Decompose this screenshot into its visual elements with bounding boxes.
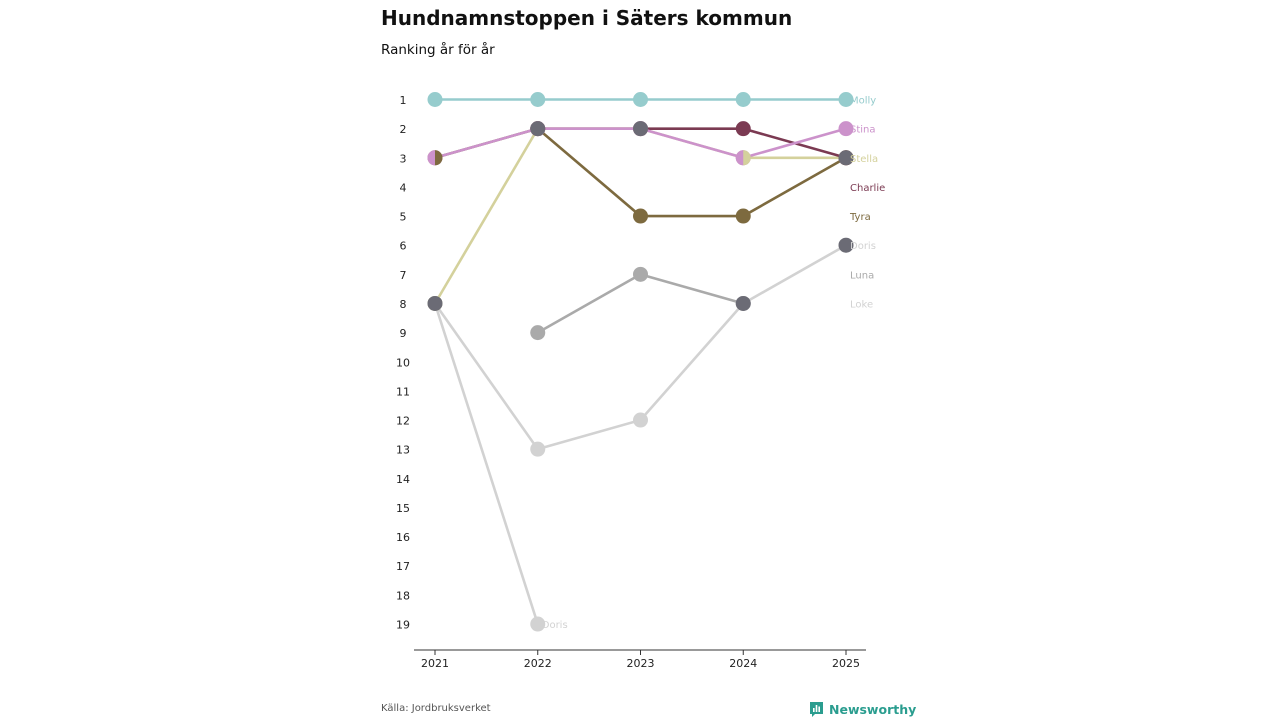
- marker-molly-2023: [633, 92, 648, 107]
- split-marker-right-2021-rank-3: [435, 150, 443, 166]
- shared-marker-2022-rank-2: [530, 121, 546, 137]
- y-tick-label-2: 2: [400, 123, 407, 136]
- x-tick-label-2025: 2025: [832, 657, 860, 670]
- y-tick-label-12: 12: [396, 415, 410, 428]
- marker-doris-2022: [530, 616, 546, 632]
- x-axis: 2021 2022 2023 2024 2025: [414, 649, 866, 670]
- series-markers: [427, 92, 854, 632]
- y-tick-label-18: 18: [396, 589, 410, 602]
- y-tick-label-10: 10: [396, 356, 410, 369]
- end-label-charlie: Charlie: [850, 183, 885, 194]
- chart-subtitle: Ranking år för år: [381, 42, 495, 58]
- marker-loke-2023: [633, 412, 648, 428]
- y-tick-label-15: 15: [396, 502, 410, 515]
- y-tick-label-5: 5: [400, 211, 407, 224]
- end-label-tyra: Tyra: [849, 212, 871, 223]
- y-tick-label-7: 7: [400, 269, 407, 282]
- brand-logo[interactable]: Newsworthy: [809, 701, 916, 718]
- end-label-stella: Stella: [850, 154, 878, 165]
- split-marker-left-2024-rank-3: [735, 150, 744, 166]
- series-line-tyra: [433, 127, 848, 218]
- shared-marker-2024-rank-8: [735, 295, 751, 311]
- x-tick-label-2021: 2021: [421, 657, 449, 670]
- end-label-luna: Luna: [850, 270, 874, 281]
- x-tick-label-2022: 2022: [524, 657, 552, 670]
- marker-molly-2022: [530, 92, 546, 107]
- marker-charlie-2024: [735, 121, 751, 137]
- marker-molly-2024: [735, 92, 751, 107]
- y-tick-label-11: 11: [396, 385, 410, 398]
- split-marker-right-2024-rank-3: [743, 150, 751, 166]
- y-tick-label-17: 17: [396, 560, 410, 573]
- x-tick-label-2023: 2023: [627, 657, 655, 670]
- series-line-doris: [433, 302, 540, 626]
- shared-marker-2025-rank-3: [838, 150, 854, 166]
- y-tick-label-16: 16: [396, 531, 410, 544]
- y-tick-label-6: 6: [400, 240, 407, 253]
- series-lines: [433, 98, 848, 626]
- y-tick-label-4: 4: [400, 181, 407, 194]
- end-label-doris: Doris: [850, 241, 876, 252]
- end-label-stina: Stina: [850, 125, 876, 136]
- bar-chart-icon: [810, 702, 823, 717]
- y-tick-label-8: 8: [400, 298, 407, 311]
- y-tick-label-1: 1: [400, 94, 407, 107]
- shared-marker-2023-rank-2: [633, 121, 648, 137]
- chart-title: Hundnamnstoppen i Säters kommun: [381, 6, 793, 30]
- y-tick-label-13: 13: [396, 444, 410, 457]
- y-tick-label-9: 9: [400, 327, 407, 340]
- shared-marker-2025-rank-6: [838, 237, 854, 253]
- marker-molly-2025: [838, 92, 854, 107]
- end-label-molly: Molly: [850, 96, 876, 107]
- marker-tyra-2023: [633, 208, 648, 224]
- shared-marker-2021-rank-8: [427, 295, 443, 311]
- brand-name: Newsworthy: [829, 702, 917, 717]
- series-labels: Molly Stina Stella Charlie Tyra Doris Luna Loke…: [542, 96, 886, 632]
- marker-tyra-2024: [735, 208, 751, 224]
- marker-luna-2022: [530, 325, 546, 341]
- series-line-luna: [536, 273, 745, 334]
- point-label-doris: Doris: [542, 620, 568, 631]
- source-note: Källa: Jordbruksverket: [381, 703, 491, 714]
- end-label-loke: Loke: [850, 299, 873, 310]
- y-tick-label-3: 3: [400, 152, 407, 165]
- marker-loke-2022: [530, 441, 546, 457]
- marker-molly-2021: [427, 92, 443, 107]
- marker-stina-2025: [838, 121, 854, 137]
- split-marker-left-2021-rank-3: [427, 150, 435, 166]
- x-tick-label-2024: 2024: [729, 657, 757, 670]
- marker-luna-2023: [633, 266, 648, 282]
- y-tick-label-19: 19: [396, 619, 410, 632]
- y-tick-label-14: 14: [396, 473, 410, 486]
